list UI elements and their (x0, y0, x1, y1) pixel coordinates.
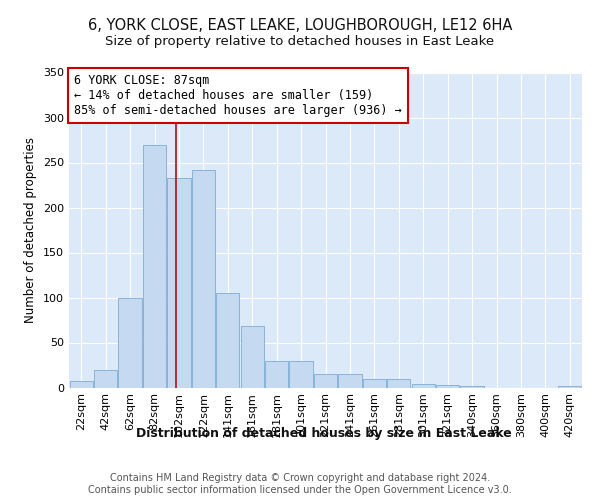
Bar (436, 385, 459, 388)
Bar (241, 326, 264, 388)
Bar (314, 374, 337, 388)
Text: 6, YORK CLOSE, EAST LEAKE, LOUGHBOROUGH, LE12 6HA: 6, YORK CLOSE, EAST LEAKE, LOUGHBOROUGH,… (88, 18, 512, 32)
Bar (70, 381, 93, 388)
Bar (387, 380, 410, 388)
Bar (216, 293, 239, 388)
Bar (412, 384, 435, 388)
Bar (143, 144, 166, 388)
Text: 6 YORK CLOSE: 87sqm
← 14% of detached houses are smaller (159)
85% of semi-detac: 6 YORK CLOSE: 87sqm ← 14% of detached ho… (74, 74, 402, 117)
Bar (338, 374, 362, 388)
Bar (167, 178, 191, 388)
Bar (289, 360, 313, 388)
Bar (460, 386, 484, 388)
Text: Contains HM Land Registry data © Crown copyright and database right 2024.
Contai: Contains HM Land Registry data © Crown c… (88, 474, 512, 495)
Bar (192, 170, 215, 388)
Y-axis label: Number of detached properties: Number of detached properties (25, 137, 37, 323)
Text: Distribution of detached houses by size in East Leake: Distribution of detached houses by size … (136, 428, 512, 440)
Bar (118, 298, 142, 388)
Bar (363, 380, 386, 388)
Text: Size of property relative to detached houses in East Leake: Size of property relative to detached ho… (106, 35, 494, 48)
Bar (94, 370, 117, 388)
Bar (558, 386, 581, 388)
Bar (265, 360, 288, 388)
